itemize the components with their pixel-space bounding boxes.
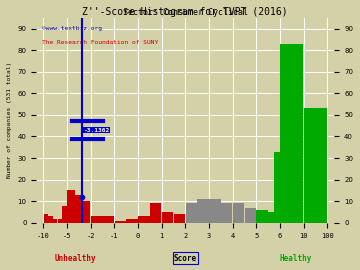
Bar [63,205,67,223]
Bar [286,212,289,223]
Bar [126,218,138,223]
Bar [67,190,75,223]
Y-axis label: Number of companies (531 total): Number of companies (531 total) [7,62,12,178]
Text: Score: Score [174,254,197,263]
Bar [53,218,57,223]
Text: Sector: Consumer Cyclical: Sector: Consumer Cyclical [123,8,248,17]
Bar [298,212,300,223]
Bar [58,218,62,223]
Bar [289,212,292,223]
Bar [295,214,297,223]
Text: Healthy: Healthy [279,254,312,263]
Bar [197,199,209,223]
Bar [274,152,285,223]
Title: Z''-Score Histogram for TVPT (2016): Z''-Score Histogram for TVPT (2016) [82,7,288,17]
Bar [301,216,303,223]
Bar [75,195,82,223]
Text: The Research Foundation of SUNY: The Research Foundation of SUNY [42,40,158,45]
Bar [233,203,244,223]
Bar [268,212,280,223]
Bar [150,203,161,223]
Bar [83,201,90,223]
Bar [221,203,232,223]
Bar [114,221,126,223]
Bar [280,210,283,223]
Bar [162,212,173,223]
Bar [256,210,268,223]
Bar [44,214,48,223]
Bar [91,216,114,223]
Text: -3.1362: -3.1362 [83,127,109,133]
Bar [209,199,221,223]
Bar [304,109,327,223]
Bar [48,216,53,223]
Bar [280,44,303,223]
Text: Unhealthy: Unhealthy [54,254,96,263]
Bar [283,212,285,223]
Bar [185,203,197,223]
Text: ©www.textbiz.org: ©www.textbiz.org [42,26,102,31]
Bar [245,208,256,223]
Bar [292,210,294,223]
Bar [174,214,185,223]
Bar [138,216,149,223]
